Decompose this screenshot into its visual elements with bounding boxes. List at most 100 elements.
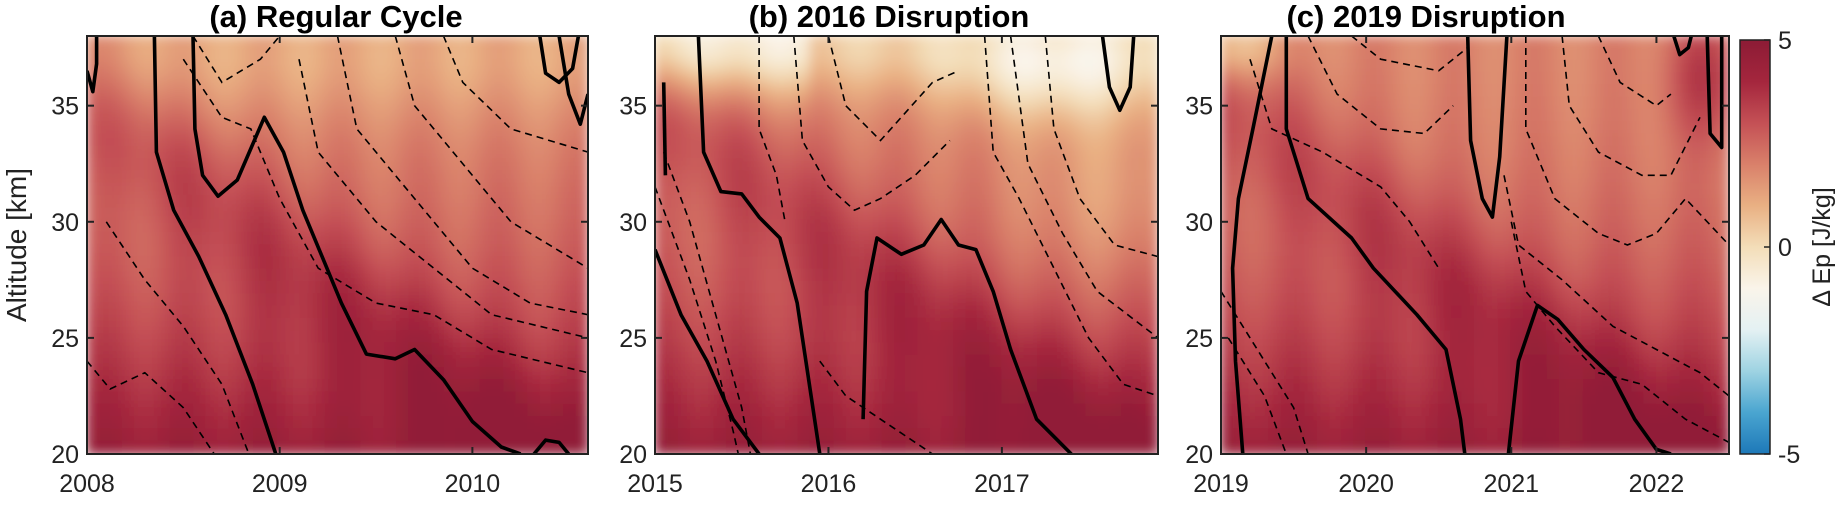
- field-cell: [1316, 416, 1331, 431]
- field-cell: [1607, 108, 1622, 124]
- field-cell: [324, 133, 339, 148]
- field-cell: [229, 84, 243, 99]
- field-cell: [713, 84, 728, 99]
- field-cell: [941, 121, 956, 136]
- field-cell: [1049, 366, 1064, 382]
- field-cell: [300, 440, 315, 454]
- panel-c-title: (c) 2019 Disruption: [1286, 0, 1565, 34]
- field-cell: [1353, 305, 1368, 320]
- field-cell: [1085, 182, 1100, 197]
- field-cell: [1316, 293, 1331, 308]
- field-cell: [384, 47, 399, 62]
- field-cell: [655, 71, 668, 87]
- field-cell: [1437, 71, 1452, 87]
- field-cell: [1667, 59, 1682, 74]
- field-cell: [157, 403, 172, 419]
- field-cell: [1316, 108, 1331, 124]
- field-cell: [1341, 170, 1356, 185]
- field-cell: [1534, 133, 1549, 148]
- field-cell: [1534, 108, 1549, 124]
- field-cell: [551, 256, 566, 271]
- field-cell: [1715, 280, 1729, 296]
- field-cell: [1304, 84, 1319, 99]
- field-cell: [575, 231, 588, 246]
- field-cell: [941, 354, 956, 369]
- field-cell: [348, 280, 363, 296]
- field-cell: [503, 231, 518, 246]
- field-cell: [833, 157, 848, 173]
- field-cell: [1655, 330, 1670, 345]
- field-cell: [1643, 170, 1658, 185]
- field-cell: [300, 231, 315, 246]
- field-cell: [1582, 440, 1597, 454]
- field-cell: [1425, 440, 1440, 454]
- field-cell: [217, 121, 232, 136]
- field-cell: [1679, 403, 1694, 419]
- field-cell: [1232, 36, 1247, 50]
- field-cell: [1679, 133, 1694, 148]
- field-cell: [515, 366, 530, 382]
- field-cell: [264, 330, 279, 345]
- field-cell: [1133, 366, 1147, 382]
- field-cell: [881, 170, 896, 185]
- field-cell: [1570, 244, 1585, 259]
- field-cell: [1292, 244, 1307, 259]
- field-cell: [1595, 391, 1610, 406]
- field-cell: [217, 280, 232, 296]
- field-cell: [1133, 280, 1147, 296]
- field-cell: [455, 231, 470, 246]
- field-cell: [539, 354, 554, 369]
- field-cell: [1328, 330, 1343, 345]
- field-cell: [1109, 293, 1124, 308]
- field-cell: [797, 280, 812, 296]
- field-cell: [1607, 244, 1622, 259]
- field-cell: [575, 354, 588, 369]
- field-cell: [1001, 379, 1016, 394]
- field-cell: [989, 84, 1004, 99]
- field-cell: [1109, 330, 1124, 345]
- field-cell: [1049, 379, 1064, 394]
- field-cell: [785, 36, 800, 50]
- field-cell: [773, 268, 788, 283]
- field-cell: [977, 416, 992, 431]
- field-cell: [965, 47, 980, 62]
- field-cell: [1316, 440, 1331, 454]
- field-cell: [1365, 96, 1380, 111]
- field-cell: [1679, 59, 1694, 74]
- field-cell: [1401, 391, 1416, 406]
- field-cell: [1534, 47, 1549, 62]
- field-cell: [205, 84, 220, 99]
- field-cell: [773, 96, 788, 111]
- field-cell: [965, 133, 980, 148]
- field-cell: [145, 84, 160, 99]
- field-cell: [253, 157, 267, 173]
- field-cell: [1025, 231, 1040, 246]
- field-cell: [384, 133, 399, 148]
- field-cell: [941, 244, 956, 259]
- field-cell: [1268, 182, 1283, 197]
- field-cell: [455, 330, 470, 345]
- field-cell: [288, 47, 303, 62]
- field-cell: [1353, 47, 1368, 62]
- field-cell: [157, 194, 172, 210]
- field-cell: [965, 330, 980, 345]
- field-cell: [264, 71, 279, 87]
- field-cell: [1244, 268, 1259, 283]
- x-tick-label: 2016: [801, 470, 857, 498]
- field-cell: [989, 379, 1004, 394]
- field-cell: [503, 133, 518, 148]
- field-cell: [145, 366, 160, 382]
- field-cell: [551, 231, 566, 246]
- field-cell: [1607, 157, 1622, 173]
- field-cell: [1474, 268, 1489, 283]
- field-cell: [1631, 391, 1646, 406]
- field-cell: [467, 84, 482, 99]
- field-cell: [953, 170, 968, 185]
- field-cell: [169, 170, 184, 185]
- field-cell: [1073, 219, 1088, 234]
- field-cell: [821, 96, 836, 111]
- field-cell: [491, 71, 506, 87]
- field-cell: [1449, 84, 1464, 99]
- field-cell: [1679, 170, 1694, 185]
- field-cell: [761, 231, 776, 246]
